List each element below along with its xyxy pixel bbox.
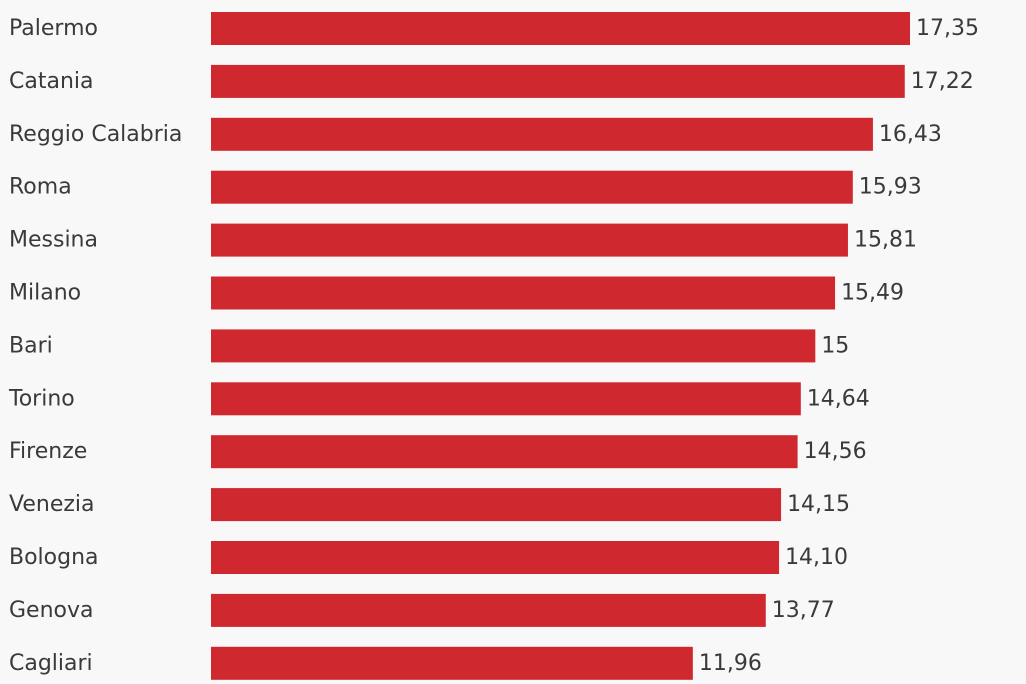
value-label: 16,43: [879, 122, 942, 147]
category-label: Palermo: [9, 16, 98, 41]
value-label: 11,96: [699, 651, 762, 676]
category-label: Reggio Calabria: [9, 122, 182, 147]
bar: [211, 541, 780, 574]
bar: [211, 329, 816, 363]
category-label: Messina: [9, 228, 98, 253]
value-label: 17,22: [911, 69, 974, 94]
value-label: 14,64: [807, 386, 870, 411]
value-label: 15: [821, 333, 849, 358]
value-label: 13,77: [772, 598, 835, 623]
category-label: Bari: [9, 333, 53, 358]
bar: [211, 488, 782, 522]
value-label: 14,56: [804, 439, 867, 464]
bar: [211, 646, 693, 680]
category-label: Genova: [9, 598, 94, 623]
value-label: 14,15: [787, 492, 850, 517]
value-label: 15,81: [854, 228, 917, 253]
bar: [211, 117, 873, 151]
bar: [211, 170, 853, 204]
bar: [211, 382, 801, 416]
bar: [211, 435, 798, 469]
category-label: Roma: [9, 175, 72, 200]
bar: [211, 64, 905, 98]
bar: [211, 12, 910, 45]
bar: [211, 593, 766, 627]
value-label: 14,10: [785, 545, 848, 570]
value-label: 17,35: [916, 16, 979, 41]
category-label: Venezia: [9, 492, 95, 517]
bar: [211, 223, 848, 257]
value-label: 15,49: [841, 281, 904, 306]
category-label: Milano: [9, 281, 81, 306]
value-label: 15,93: [859, 175, 922, 200]
category-label: Firenze: [9, 439, 87, 464]
category-label: Bologna: [9, 545, 99, 570]
category-label: Cagliari: [9, 651, 93, 676]
category-label: Catania: [9, 69, 94, 94]
bar: [211, 276, 836, 310]
category-label: Torino: [8, 386, 75, 411]
